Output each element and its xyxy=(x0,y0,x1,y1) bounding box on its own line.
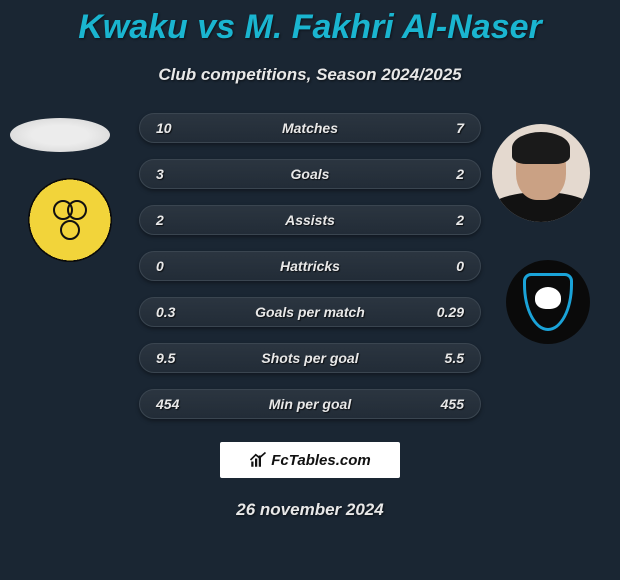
club-crest-right xyxy=(506,260,590,344)
site-logo[interactable]: FcTables.com xyxy=(220,442,400,478)
page-subtitle: Club competitions, Season 2024/2025 xyxy=(0,65,620,85)
stat-label: Shots per goal xyxy=(196,350,424,366)
stat-value-right: 5.5 xyxy=(424,350,464,366)
stat-value-right: 455 xyxy=(424,396,464,412)
page-title: Kwaku vs M. Fakhri Al-Naser xyxy=(0,0,620,47)
stat-value-left: 2 xyxy=(156,212,196,228)
stat-value-right: 2 xyxy=(424,212,464,228)
stat-value-left: 454 xyxy=(156,396,196,412)
stat-value-right: 0.29 xyxy=(424,304,464,320)
stat-value-right: 7 xyxy=(424,120,464,136)
stat-value-right: 2 xyxy=(424,166,464,182)
stat-value-left: 0.3 xyxy=(156,304,196,320)
stat-value-left: 10 xyxy=(156,120,196,136)
player-right-avatar xyxy=(492,124,590,222)
stat-label: Goals per match xyxy=(196,304,424,320)
stat-label: Hattricks xyxy=(196,258,424,274)
stat-label: Min per goal xyxy=(196,396,424,412)
stat-value-right: 0 xyxy=(424,258,464,274)
stat-row: 2Assists2 xyxy=(139,205,481,235)
stat-value-left: 3 xyxy=(156,166,196,182)
stat-label: Goals xyxy=(196,166,424,182)
stat-label: Assists xyxy=(196,212,424,228)
player-left-avatar xyxy=(10,118,110,152)
stat-row: 10Matches7 xyxy=(139,113,481,143)
stats-table: 10Matches73Goals22Assists20Hattricks00.3… xyxy=(139,113,481,419)
club-crest-left xyxy=(28,178,112,262)
infographic-date: 26 november 2024 xyxy=(0,500,620,520)
stat-label: Matches xyxy=(196,120,424,136)
site-logo-text: FcTables.com xyxy=(271,452,370,469)
stat-value-left: 9.5 xyxy=(156,350,196,366)
stat-row: 0Hattricks0 xyxy=(139,251,481,281)
stat-row: 454Min per goal455 xyxy=(139,389,481,419)
stat-row: 9.5Shots per goal5.5 xyxy=(139,343,481,373)
stat-row: 0.3Goals per match0.29 xyxy=(139,297,481,327)
stat-row: 3Goals2 xyxy=(139,159,481,189)
chart-icon xyxy=(249,451,267,469)
stat-value-left: 0 xyxy=(156,258,196,274)
